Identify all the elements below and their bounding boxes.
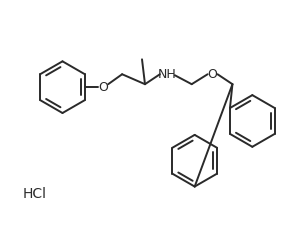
Text: NH: NH	[158, 68, 176, 81]
Text: HCl: HCl	[23, 186, 47, 201]
Text: O: O	[208, 68, 218, 81]
Text: O: O	[98, 81, 108, 94]
